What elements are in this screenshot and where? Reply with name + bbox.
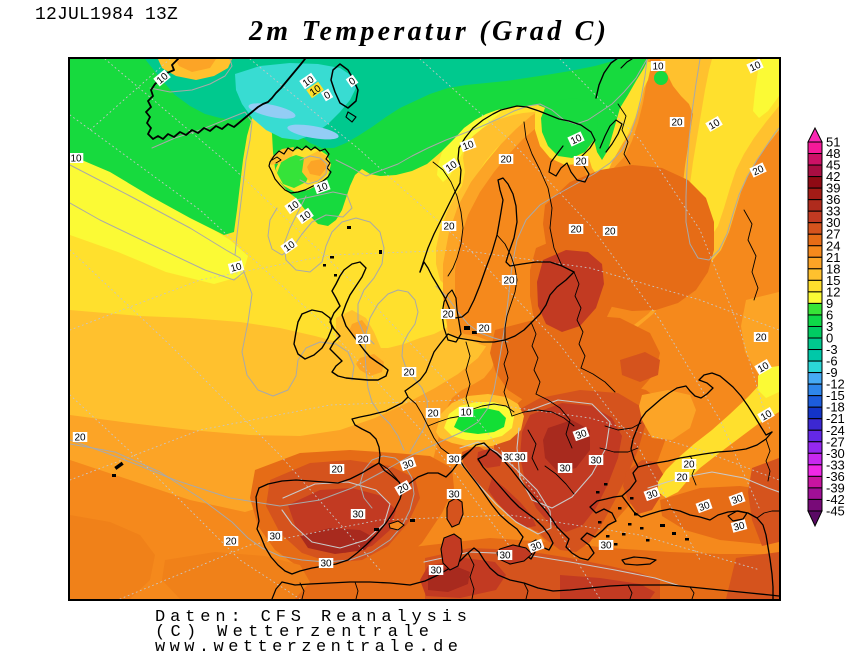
svg-text:12: 12: [826, 284, 840, 299]
svg-text:30: 30: [430, 566, 442, 577]
svg-text:0: 0: [826, 331, 833, 346]
svg-text:30: 30: [352, 510, 364, 521]
svg-text:10: 10: [748, 59, 763, 74]
svg-text:21: 21: [826, 250, 840, 265]
svg-text:10: 10: [759, 408, 775, 423]
svg-text:15: 15: [826, 273, 840, 288]
svg-text:30: 30: [645, 488, 660, 502]
svg-text:-3: -3: [826, 342, 838, 357]
svg-text:20: 20: [671, 118, 683, 129]
svg-text:10: 10: [569, 132, 584, 147]
svg-text:20: 20: [442, 310, 454, 321]
svg-text:30: 30: [559, 464, 571, 475]
svg-text:20: 20: [357, 335, 369, 346]
svg-text:30: 30: [503, 453, 515, 464]
svg-text:0: 0: [322, 90, 333, 103]
svg-text:10: 10: [756, 360, 772, 375]
svg-text:10: 10: [461, 139, 476, 153]
svg-text:-27: -27: [826, 434, 845, 449]
svg-text:30: 30: [499, 551, 511, 562]
svg-text:10: 10: [315, 181, 330, 195]
svg-text:12JUL1984 13Z: 12JUL1984 13Z: [35, 5, 178, 25]
svg-text:-39: -39: [826, 480, 845, 495]
svg-text:30: 30: [730, 493, 745, 507]
svg-text:30: 30: [514, 453, 526, 464]
svg-text:36: 36: [826, 192, 840, 207]
svg-text:48: 48: [826, 146, 840, 161]
svg-text:-45: -45: [826, 503, 845, 518]
svg-text:30: 30: [574, 428, 589, 442]
svg-text:20: 20: [427, 409, 439, 420]
svg-text:42: 42: [826, 169, 840, 184]
svg-text:20: 20: [570, 225, 582, 236]
svg-text:20: 20: [74, 433, 86, 444]
svg-text:27: 27: [826, 227, 840, 242]
svg-text:30: 30: [826, 215, 840, 230]
svg-text:-21: -21: [826, 411, 845, 426]
svg-text:0: 0: [347, 76, 358, 88]
svg-text:20: 20: [396, 481, 412, 496]
svg-text:20: 20: [443, 222, 455, 233]
svg-text:30: 30: [590, 456, 602, 467]
svg-text:30: 30: [732, 520, 746, 534]
svg-text:20: 20: [500, 155, 512, 166]
svg-text:Daten: CFS Reanalysis: Daten: CFS Reanalysis: [155, 608, 467, 627]
svg-text:10: 10: [70, 154, 82, 165]
svg-text:20: 20: [331, 465, 343, 476]
svg-text:-24: -24: [826, 423, 845, 438]
svg-text:-6: -6: [826, 354, 838, 369]
svg-text:-18: -18: [826, 400, 845, 415]
svg-text:30: 30: [320, 559, 332, 570]
svg-text:24: 24: [826, 238, 840, 253]
svg-text:10: 10: [707, 117, 723, 132]
svg-text:20: 20: [225, 537, 237, 548]
svg-text:10: 10: [652, 62, 664, 73]
svg-text:20: 20: [478, 324, 490, 335]
svg-text:www.wetterzentrale.de: www.wetterzentrale.de: [155, 638, 458, 657]
svg-text:20: 20: [503, 276, 515, 287]
svg-text:-15: -15: [826, 388, 845, 403]
svg-text:20: 20: [751, 163, 766, 178]
svg-text:20: 20: [604, 227, 616, 238]
svg-text:-33: -33: [826, 457, 845, 472]
svg-text:45: 45: [826, 158, 840, 173]
svg-text:-42: -42: [826, 492, 845, 507]
svg-text:18: 18: [826, 261, 840, 276]
svg-text:30: 30: [529, 540, 544, 554]
svg-text:20: 20: [403, 368, 415, 379]
svg-text:39: 39: [826, 181, 840, 196]
svg-text:-9: -9: [826, 365, 838, 380]
svg-text:51: 51: [826, 135, 840, 150]
svg-text:30: 30: [697, 500, 712, 514]
svg-text:30: 30: [401, 458, 416, 472]
svg-text:3: 3: [826, 319, 833, 334]
svg-text:30: 30: [269, 532, 281, 543]
svg-text:10: 10: [229, 261, 243, 275]
svg-text:6: 6: [826, 307, 833, 322]
svg-text:20: 20: [683, 460, 695, 471]
svg-text:30: 30: [448, 490, 460, 501]
svg-text:30: 30: [448, 455, 460, 466]
svg-text:20: 20: [676, 473, 688, 484]
svg-text:33: 33: [826, 204, 840, 219]
svg-text:9: 9: [826, 296, 833, 311]
svg-text:20: 20: [755, 333, 767, 344]
svg-text:-30: -30: [826, 446, 845, 461]
svg-text:2m Temperatur (Grad C): 2m Temperatur (Grad C): [248, 16, 606, 47]
svg-text:-36: -36: [826, 469, 845, 484]
svg-text:30: 30: [600, 541, 612, 552]
svg-text:20: 20: [575, 157, 587, 168]
svg-text:-12: -12: [826, 377, 845, 392]
svg-text:10: 10: [460, 408, 472, 419]
